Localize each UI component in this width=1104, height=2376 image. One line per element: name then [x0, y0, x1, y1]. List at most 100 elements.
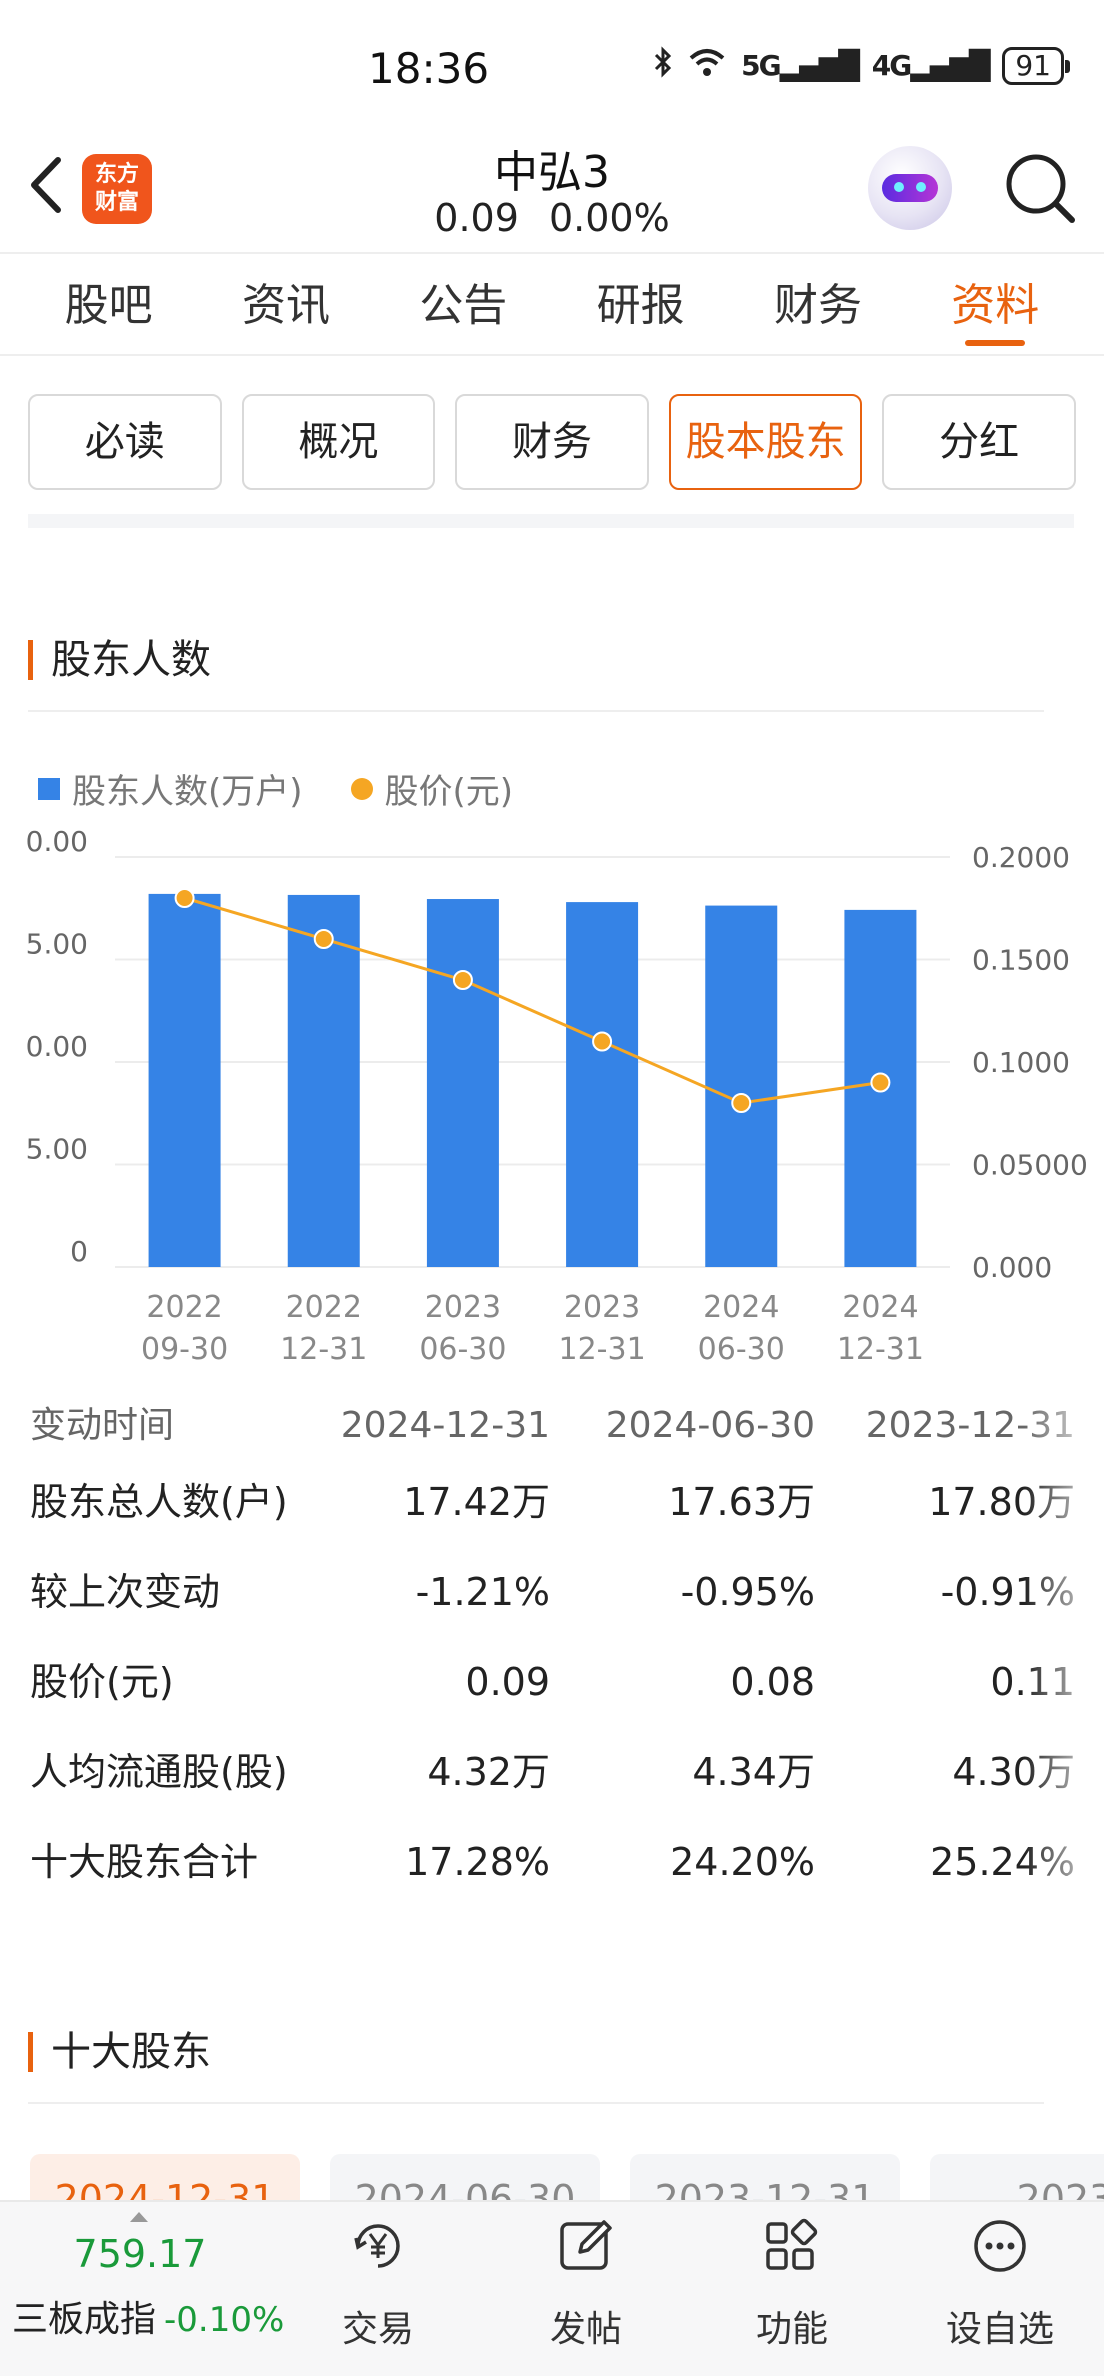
table-cell: 0.09 — [465, 1660, 550, 1704]
tab-announcements[interactable]: 公告 — [419, 280, 508, 331]
table-cell: 17.63万 — [668, 1480, 815, 1524]
holders-table: 变动时间 2024-12-31 2024-06-30 2023-12-31 股东… — [0, 1395, 1104, 1907]
table-header-date: 2024-12-31 — [340, 1405, 550, 1446]
table-cell: -1.21% — [415, 1570, 550, 1614]
left-axis-tick: 5.00 — [26, 928, 88, 961]
signal-4g-icon: 4G▂▄▆█ — [871, 49, 991, 82]
main-tabs: 股吧 资讯 公告 研报 财务 资料 — [0, 256, 1104, 356]
subtab-finance[interactable]: 财务 — [455, 394, 649, 490]
left-axis-tick: 0 — [70, 1235, 88, 1268]
legend-dot-swatch — [350, 777, 373, 800]
price-point — [731, 1093, 752, 1113]
table-row: 股价(元) 0.09 0.08 0.11 — [0, 1637, 1104, 1727]
chart-bar — [148, 893, 221, 1267]
app-logo: 东方 财富 — [82, 154, 152, 224]
x-axis-tick: 2024 — [842, 1290, 918, 1325]
section-divider — [28, 514, 1074, 528]
holders-chart: 0.00 0.2000 5.00 0.1500 0.00 0.1000 5.00 0.0500… — [26, 825, 1088, 1367]
table-cell: 4.32万 — [427, 1750, 550, 1794]
table-header-label: 变动时间 — [30, 1405, 175, 1446]
row-label: 较上次变动 — [30, 1570, 221, 1614]
table-cell: 17.42万 — [403, 1480, 550, 1524]
section-line — [28, 710, 1044, 712]
back-arrow-icon[interactable] — [20, 150, 80, 220]
nav-add-watchlist[interactable]: 设自选 — [910, 2202, 1090, 2376]
right-axis-tick: 0.000 — [972, 1251, 1052, 1284]
x-axis-tick: 12-31 — [280, 1332, 367, 1367]
nav-trade[interactable]: 交易 — [288, 2202, 468, 2376]
assistant-robot-icon[interactable] — [868, 146, 952, 230]
table-cell: 24.20% — [670, 1840, 815, 1884]
subtab-dividend[interactable]: 分红 — [882, 394, 1076, 490]
index-value: 759.17 — [73, 2232, 207, 2276]
nav-label: 设自选 — [945, 2309, 1054, 2350]
network-label: 4G — [871, 49, 912, 82]
right-axis-tick: 0.1500 — [972, 944, 1070, 977]
post-edit-icon — [560, 2220, 612, 2270]
chart-bar — [287, 894, 360, 1267]
chart-bar — [705, 905, 778, 1267]
price-point — [870, 1072, 891, 1093]
x-axis-tick: 2022 — [286, 1290, 362, 1325]
table-header-date: 2024-06-30 — [605, 1405, 815, 1446]
price-point — [313, 929, 334, 949]
left-axis-tick: 0.00 — [26, 1030, 88, 1063]
bluetooth-icon — [653, 46, 673, 85]
subtab-must-read[interactable]: 必读 — [28, 394, 222, 490]
status-time: 18:36 — [368, 44, 490, 93]
row-label: 股价(元) — [30, 1660, 174, 1704]
x-axis-tick: 09-30 — [141, 1332, 228, 1367]
network-label: 5G — [741, 49, 781, 82]
table-cell: -0.95% — [680, 1570, 815, 1614]
table-cell: 4.34万 — [692, 1750, 815, 1794]
logo-text: 东方 — [94, 162, 139, 187]
right-axis-tick: 0.05000 — [972, 1149, 1088, 1182]
bottom-bar: 759.17 三板成指 -0.10% 交易 发帖 功能 设自选 — [0, 2200, 1104, 2376]
more-dots-icon — [974, 2220, 1026, 2272]
chart-legend: 股东人数(万户) 股价(元) — [38, 764, 513, 813]
legend-bar-swatch — [38, 777, 60, 800]
legend-label: 股东人数(万户) — [72, 772, 303, 812]
x-axis-tick: 12-31 — [837, 1332, 924, 1367]
stock-name: 中弘3 — [494, 147, 610, 198]
x-axis-tick: 12-31 — [558, 1332, 645, 1367]
row-label: 十大股东合计 — [30, 1840, 259, 1884]
x-axis-tick: 2022 — [146, 1290, 222, 1325]
stock-change: 0.00% — [548, 196, 670, 240]
status-bar: 18:36 5G▂▄▆█ 4G▂▄▆█ 91 — [0, 0, 1104, 130]
tab-research[interactable]: 研报 — [596, 280, 685, 331]
row-label: 人均流通股(股) — [30, 1750, 288, 1794]
index-name: 三板成指 — [12, 2299, 157, 2340]
sub-tabs: 必读 概况 财务 股本股东 分红 — [28, 394, 1076, 490]
nav-label: 交易 — [341, 2309, 414, 2350]
chart-bar — [426, 899, 499, 1267]
price-line — [184, 896, 881, 1105]
legend-item-price[interactable]: 股价(元) — [350, 764, 513, 813]
index-name-line: 三板成指 -0.10% — [12, 2290, 284, 2342]
section-line — [28, 2102, 1044, 2104]
index-ticker[interactable]: 759.17 三板成指 -0.10% — [0, 2202, 300, 2376]
tab-profile[interactable]: 资料 — [951, 256, 1039, 354]
nav-label: 功能 — [755, 2309, 828, 2350]
chart-bar — [566, 902, 639, 1267]
search-icon[interactable] — [1000, 148, 1080, 228]
subtab-overview[interactable]: 概况 — [241, 394, 436, 490]
table-row: 人均流通股(股) 4.32万 4.34万 4.30万 — [0, 1727, 1104, 1817]
price-point — [592, 1031, 613, 1052]
nav-post[interactable]: 发帖 — [496, 2202, 676, 2376]
x-axis-tick: 2023 — [564, 1290, 640, 1325]
stock-price: 0.09 — [434, 196, 519, 240]
subtab-shareholders[interactable]: 股本股东 — [668, 394, 863, 490]
tab-news[interactable]: 资讯 — [241, 280, 330, 331]
signal-5g-icon: 5G▂▄▆█ — [741, 49, 860, 82]
scroll-fade — [1024, 1395, 1104, 1875]
table-cell: 0.08 — [730, 1660, 815, 1704]
x-axis-tick: 06-30 — [419, 1332, 506, 1367]
tab-guba[interactable]: 股吧 — [64, 280, 153, 331]
x-axis-tick: 2023 — [425, 1290, 501, 1325]
nav-functions[interactable]: 功能 — [702, 2202, 882, 2376]
legend-item-holders[interactable]: 股东人数(万户) — [38, 764, 303, 813]
logo-text: 财富 — [94, 190, 139, 215]
tab-finance[interactable]: 财务 — [773, 280, 862, 331]
